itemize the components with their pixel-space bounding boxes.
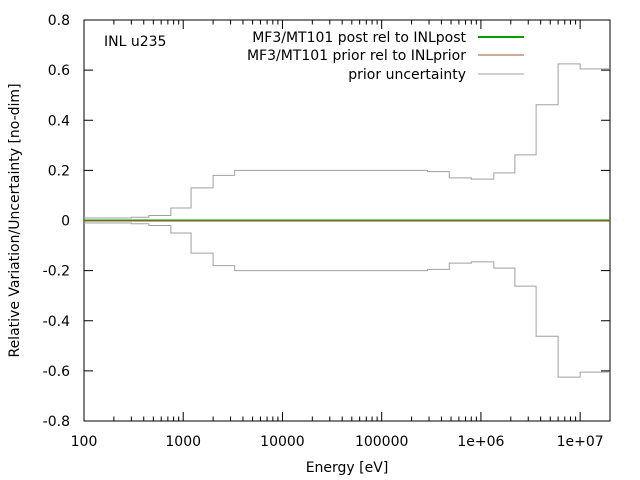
y-tick-label: 0 — [61, 214, 70, 230]
legend-label: MF3/MT101 prior rel to INLprior — [247, 48, 466, 64]
chart-annotation: INL u235 — [104, 34, 166, 50]
y-tick-label: -0.8 — [43, 414, 70, 430]
y-tick-label: 0.8 — [48, 13, 70, 29]
y-tick-label: -0.6 — [43, 364, 70, 380]
legend-label: MF3/MT101 post rel to INLpost — [252, 30, 466, 46]
y-axis: 0.8 0.6 0.4 0.2 0 -0.2 -0.4 -0.6 -0.8 — [43, 13, 610, 430]
series-layer — [84, 63, 610, 378]
x-tick-label: 100000 — [355, 434, 408, 450]
y-tick-label: -0.4 — [43, 314, 70, 330]
x-axis-title: Energy [eV] — [306, 460, 389, 476]
y-tick-label: 0.4 — [48, 113, 70, 129]
x-tick-label: 100 — [71, 434, 98, 450]
series-prior-uncertainty-upper — [84, 63, 610, 219]
x-tick-label: 1e+07 — [557, 434, 604, 450]
y-axis-title: Relative Variation/Uncertainty [no-dim] — [7, 83, 23, 357]
x-tick-label: 1000 — [165, 434, 201, 450]
y-tick-label: -0.2 — [43, 264, 70, 280]
y-tick-label: 0.2 — [48, 163, 70, 179]
x-tick-label: 1e+06 — [457, 434, 504, 450]
series-prior-uncertainty-lower — [84, 222, 610, 378]
x-axis: 100 1000 10000 100000 1e+06 1e+07 — [71, 20, 611, 450]
x-tick-label: 10000 — [260, 434, 305, 450]
y-tick-label: 0.6 — [48, 63, 70, 79]
legend-label: prior uncertainty — [348, 67, 466, 83]
legend: MF3/MT101 post rel to INLpost MF3/MT101 p… — [247, 30, 524, 83]
